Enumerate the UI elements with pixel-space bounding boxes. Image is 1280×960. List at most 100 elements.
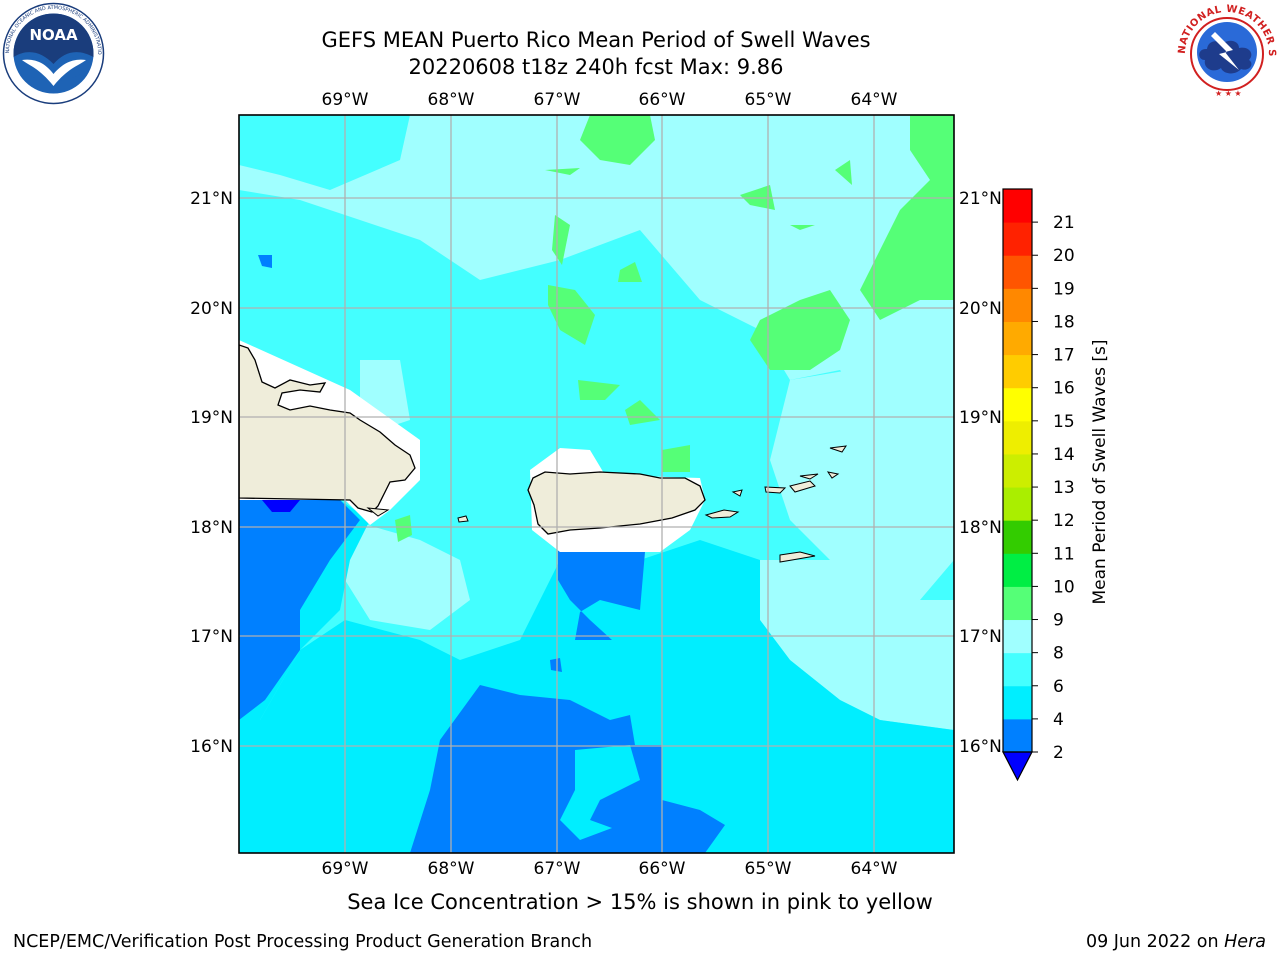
colorbar-segment <box>1003 255 1032 289</box>
land-virgin-gorda <box>799 473 819 480</box>
lat-label: 21°N <box>959 189 1002 209</box>
lon-label: 69°W <box>322 859 369 879</box>
noaa-logo-text: NOAA <box>29 26 78 44</box>
colorbar-segment <box>1003 685 1032 720</box>
lat-label: 20°N <box>190 299 233 319</box>
land-hispaniola <box>239 344 416 513</box>
nws-logo-icon: NATIONAL WEATHER SERVICE ★ ★ ★ <box>1175 2 1277 104</box>
noaa-logo-icon: NOAA NATIONAL OCEANIC AND ATMOSPHERIC AD… <box>2 2 105 105</box>
lon-label: 67°W <box>534 859 581 879</box>
contour-2-4 <box>258 255 272 268</box>
colorbar-segment <box>1003 420 1032 455</box>
colorbar-segment <box>1003 619 1032 654</box>
lat-label: 17°N <box>959 627 1002 647</box>
colorbar-tick-label: 4 <box>1053 710 1064 730</box>
contour-9-10 <box>548 285 595 345</box>
land-mona-island <box>457 515 469 523</box>
contour-9-10 <box>395 515 412 542</box>
lat-label: 20°N <box>959 299 1002 319</box>
contour-9-10 <box>662 445 690 472</box>
land-tortola <box>789 480 816 493</box>
contour-8-9 <box>770 370 954 600</box>
contour-8-9 <box>760 560 954 730</box>
lon-label: 66°W <box>639 859 686 879</box>
colorbar-tick-label: 11 <box>1053 544 1075 564</box>
lon-label: 68°W <box>428 859 475 879</box>
lat-labels-left: 21°N 20°N 19°N 18°N 17°N 16°N <box>190 189 233 757</box>
colorbar-tick-label: 9 <box>1053 611 1064 631</box>
colorbar-tick-label: 20 <box>1053 246 1075 266</box>
contour-6-8 <box>239 115 410 190</box>
colorbar-segment <box>1003 586 1032 621</box>
lon-label: 69°W <box>322 90 369 110</box>
contour-6-8 <box>245 240 300 295</box>
footer-date: 09 Jun 2022 on Hera <box>1086 932 1266 952</box>
contour-below-2 <box>262 500 300 512</box>
colorbar-tick-label: 12 <box>1053 511 1075 531</box>
land-st-thomas <box>764 486 787 494</box>
lon-labels-bottom: 69°W 68°W 67°W 66°W 65°W 64°W <box>322 859 898 879</box>
lat-label: 17°N <box>190 627 233 647</box>
colorbar-tick-label: 6 <box>1053 677 1064 697</box>
land-anegada <box>829 445 848 453</box>
land-culebra <box>731 489 743 497</box>
colorbar-segment <box>1003 387 1032 422</box>
colorbar-segment <box>1003 718 1032 753</box>
land-anegada-area <box>826 471 840 479</box>
colorbar-extend-arrow <box>1002 751 1033 782</box>
footer-date-text: 09 Jun 2022 on <box>1085 932 1225 952</box>
lon-label: 65°W <box>745 90 792 110</box>
colorbar-label: Mean Period of Swell Waves [s] <box>1090 340 1110 605</box>
lon-label: 68°W <box>428 90 475 110</box>
land-islet <box>366 507 390 517</box>
contour-8-9 <box>345 520 470 630</box>
lon-label: 65°W <box>745 859 792 879</box>
svg-text:★ ★ ★: ★ ★ ★ <box>1215 89 1242 98</box>
contour-2-4 <box>239 500 360 720</box>
contour-2-4 <box>410 685 725 853</box>
contour-4-6 <box>239 540 954 853</box>
sea-ice-note: Sea Ice Concentration > 15% is shown in … <box>347 890 933 914</box>
contour-9-10 <box>625 400 660 425</box>
chart-title: GEFS MEAN Puerto Rico Mean Period of Swe… <box>321 28 871 52</box>
colorbar-segment <box>1003 288 1032 322</box>
colorbar-tick-label: 19 <box>1053 279 1075 299</box>
colorbar-tick-label: 13 <box>1053 478 1075 498</box>
chart-subtitle: 20220608 t18z 240h fcst Max: 9.86 <box>408 55 784 79</box>
contour-9-10 <box>835 160 852 185</box>
colorbar-segment <box>1003 321 1032 356</box>
lon-label: 66°W <box>639 90 686 110</box>
land-vieques <box>704 509 740 519</box>
colorbar-segment <box>1003 652 1032 687</box>
contour-2-4 <box>558 550 645 640</box>
land-puerto-rico <box>527 471 706 535</box>
colorbar-tick-label: 16 <box>1053 379 1075 399</box>
lon-labels-top: 69°W 68°W 67°W 66°W 65°W 64°W <box>322 90 898 110</box>
colorbar-frame <box>1002 188 1033 753</box>
contour-9-10 <box>580 115 655 165</box>
contour-9-10 <box>545 168 580 175</box>
footer-host: Hera <box>1224 932 1266 952</box>
contour-9-10 <box>790 225 815 230</box>
lat-labels-right: 21°N 20°N 19°N 18°N 17°N 16°N <box>959 189 1002 757</box>
land-st-croix <box>779 551 816 563</box>
lat-label: 21°N <box>190 189 233 209</box>
footer-credit: NCEP/EMC/Verification Post Processing Pr… <box>13 932 593 952</box>
lon-label: 64°W <box>851 859 898 879</box>
colorbar-tick-label: 14 <box>1053 445 1075 465</box>
lat-label: 18°N <box>190 518 233 538</box>
lat-label: 16°N <box>190 737 233 757</box>
contour-4-6 <box>560 745 640 840</box>
map-field <box>239 115 954 853</box>
lat-label: 19°N <box>190 408 233 428</box>
colorbar-segment <box>1003 553 1032 587</box>
colorbar-tick-label: 18 <box>1053 312 1075 332</box>
lat-label: 18°N <box>959 518 1002 538</box>
map-frame <box>238 114 955 854</box>
colorbar-segment <box>1003 222 1032 256</box>
contour-9-10 <box>618 262 642 282</box>
colorbar-tick-label: 17 <box>1053 346 1075 366</box>
contour-9-10 <box>860 115 954 320</box>
colorbar-segment <box>1003 354 1032 389</box>
colorbar-segment <box>1003 520 1032 554</box>
